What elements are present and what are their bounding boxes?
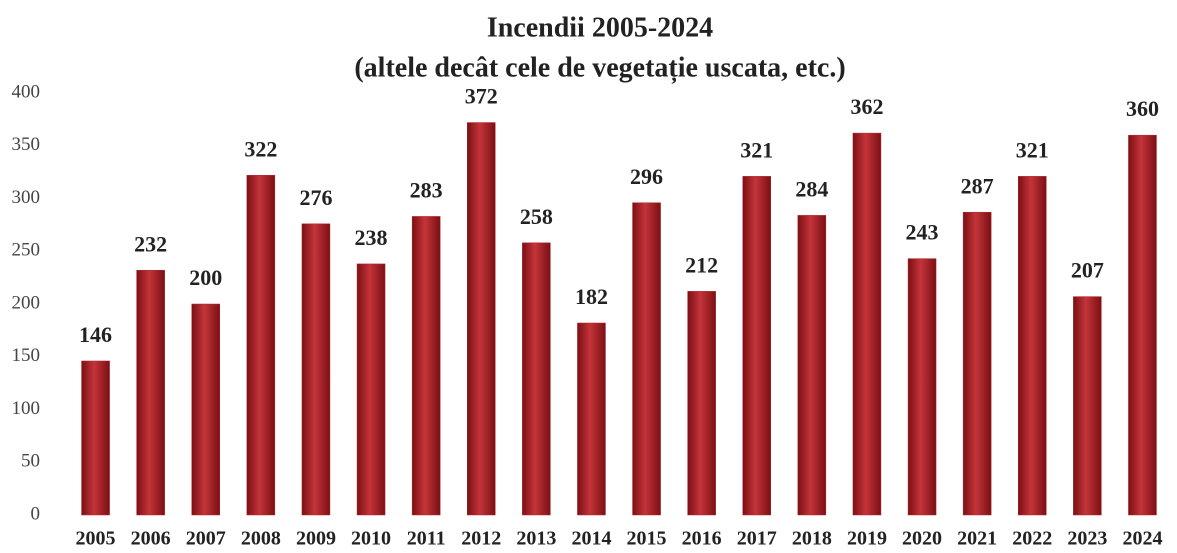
x-tick-label: 2022 xyxy=(1012,528,1052,550)
bar xyxy=(907,258,937,516)
x-tick-label: 2009 xyxy=(296,528,336,550)
x-tick-label: 2020 xyxy=(902,528,942,550)
x-tick-label: 2008 xyxy=(241,528,281,550)
chart-title: Incendii 2005-2024 xyxy=(487,12,713,43)
value-label: 232 xyxy=(134,231,167,256)
value-label: 182 xyxy=(575,284,608,309)
bar xyxy=(136,269,165,516)
bar xyxy=(191,303,220,516)
value-label: 287 xyxy=(961,173,994,198)
value-label: 284 xyxy=(795,176,828,201)
x-tick-label: 2010 xyxy=(351,528,391,550)
value-label: 238 xyxy=(355,225,388,250)
value-label: 146 xyxy=(79,322,112,347)
value-label: 360 xyxy=(1126,96,1159,121)
bar xyxy=(467,122,496,516)
x-tick-label: 2017 xyxy=(737,528,777,550)
value-label: 212 xyxy=(685,252,718,277)
x-tick-label: 2018 xyxy=(792,528,832,550)
y-tick-label: 400 xyxy=(12,81,41,102)
value-label: 207 xyxy=(1071,258,1104,283)
x-tick-label: 2006 xyxy=(131,528,171,550)
x-tick-label: 2012 xyxy=(461,528,501,550)
bar xyxy=(411,216,441,516)
x-tick-label: 2019 xyxy=(847,528,887,550)
value-label: 283 xyxy=(410,177,443,202)
y-tick-label: 350 xyxy=(12,134,41,155)
value-label: 200 xyxy=(189,265,222,290)
y-tick-label: 150 xyxy=(12,345,41,366)
value-label: 321 xyxy=(1016,137,1049,162)
y-tick-label: 50 xyxy=(21,451,40,472)
bar xyxy=(1018,176,1047,516)
bar xyxy=(522,242,551,516)
value-label: 243 xyxy=(906,220,939,245)
x-tick-label: 2021 xyxy=(957,528,997,550)
bar xyxy=(301,223,331,516)
x-tick-label: 2014 xyxy=(571,528,611,550)
x-tick-label: 2013 xyxy=(516,528,556,550)
bar xyxy=(962,211,992,516)
x-tick-label: 2015 xyxy=(627,528,667,550)
bar xyxy=(246,175,276,516)
x-tick-label: 2007 xyxy=(186,528,226,550)
bar xyxy=(577,322,606,516)
y-tick-label: 300 xyxy=(12,187,41,208)
value-label: 362 xyxy=(850,94,883,119)
bar xyxy=(687,291,716,516)
x-tick-label: 2016 xyxy=(682,528,722,550)
bar xyxy=(81,360,110,516)
x-tick-label: 2011 xyxy=(407,528,446,550)
value-label: 258 xyxy=(520,204,553,229)
value-label: 322 xyxy=(244,136,277,161)
value-label: 372 xyxy=(465,84,498,109)
value-label: 296 xyxy=(630,164,663,189)
bar xyxy=(797,215,827,516)
y-tick-label: 200 xyxy=(12,292,41,313)
bar xyxy=(852,132,882,516)
y-tick-label: 250 xyxy=(12,240,41,261)
chart-subtitle: (altele decât cele de vegetație uscata, … xyxy=(354,52,845,83)
bar xyxy=(356,263,386,516)
x-tick-label: 2023 xyxy=(1067,528,1107,550)
y-tick-label: 100 xyxy=(12,398,41,419)
value-label: 321 xyxy=(740,137,773,162)
bar xyxy=(742,176,771,516)
value-label: 276 xyxy=(299,185,332,210)
y-tick-label: 0 xyxy=(31,503,41,524)
bar xyxy=(1128,134,1157,516)
bar xyxy=(1073,296,1102,516)
x-tick-label: 2005 xyxy=(76,528,116,550)
bar xyxy=(632,202,661,516)
x-tick-label: 2024 xyxy=(1122,528,1162,550)
